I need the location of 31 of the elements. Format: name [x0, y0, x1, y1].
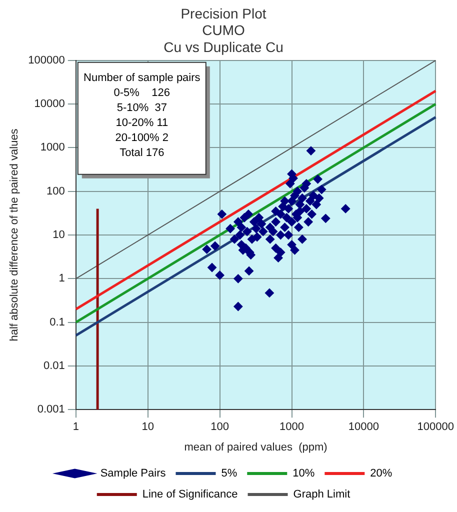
annotation: 5-10% 37 [116, 102, 167, 114]
y-tick-label: 0.01 [43, 360, 65, 372]
y-tick-label: 1000 [40, 142, 65, 154]
y-tick-label: 1 [58, 272, 65, 285]
x-tick-label: 100 [210, 421, 229, 434]
legend-label: Sample Pairs [100, 468, 166, 480]
x-tick-label: 1 [72, 421, 79, 434]
x-axis-title: mean of paired values (ppm) [184, 441, 328, 454]
chart-subtitle: CUMO Cu vs Duplicate Cu [164, 22, 284, 55]
legend-label: Graph Limit [293, 488, 350, 501]
x-tick-label: 10 [142, 421, 154, 434]
y-tick-label: 100000 [28, 54, 65, 66]
legend-label: 10% [292, 468, 315, 480]
y-tick-label: 100 [46, 185, 65, 198]
annotation: 20-100% 2 [115, 132, 169, 144]
y-tick-label: 10 [52, 229, 65, 242]
y-tick-label: 0.1 [50, 316, 65, 328]
x-tick-label: 100000 [417, 421, 454, 434]
y-tick-label: 0.001 [37, 404, 65, 416]
annotation: Total 176 [120, 146, 164, 159]
legend-label: 20% [370, 468, 392, 480]
annotation: Number of sample pairs [84, 72, 201, 84]
annotation: 0-5% 126 [114, 86, 170, 99]
legend-label: Line of Significance [142, 488, 238, 501]
x-tick-label: 1000 [280, 421, 304, 434]
y-axis-title: half absolute difference of the paired values [8, 128, 21, 342]
y-tick-label: 10000 [34, 98, 65, 110]
legend-label: 5% [221, 468, 238, 480]
chart-title: Precision Plot [180, 5, 266, 22]
x-tick-label: 10000 [348, 421, 379, 434]
annotation: 10-20% 11 [116, 116, 168, 129]
